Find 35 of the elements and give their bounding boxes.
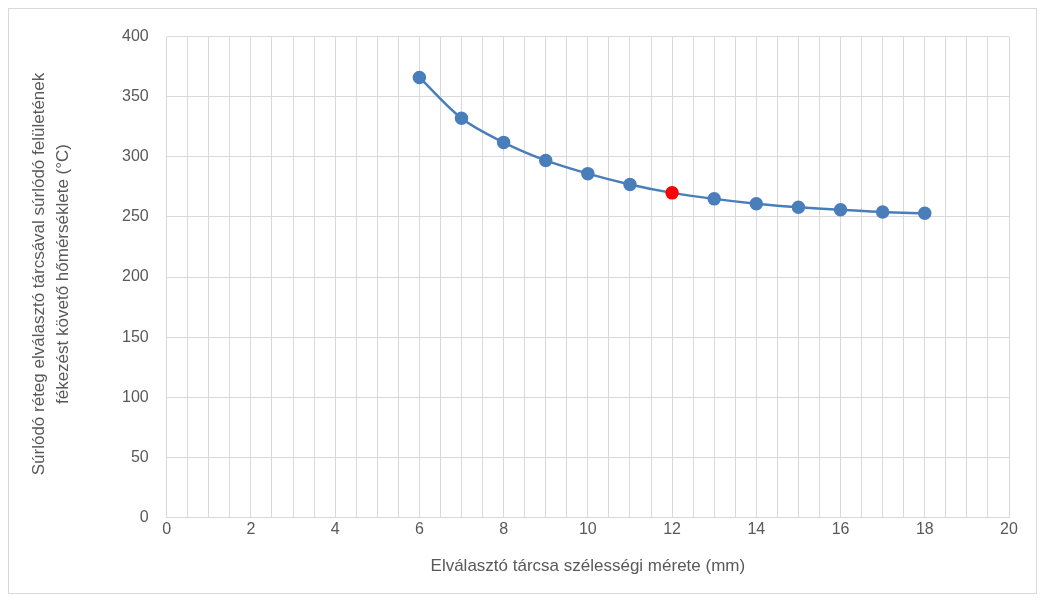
point (918, 206, 932, 221)
x-tick-label: 14 (747, 520, 766, 538)
y-tick-label: 200 (121, 267, 149, 285)
point (791, 200, 806, 215)
y-tick-label: 100 (121, 387, 149, 405)
y-tick-label: 400 (121, 27, 149, 45)
point (581, 166, 595, 181)
y-tick-label: 50 (130, 447, 149, 465)
y-tick-label: 0 (139, 507, 149, 525)
point (707, 192, 721, 206)
y-tick-label: 250 (121, 207, 149, 225)
point (749, 196, 764, 211)
point (665, 186, 679, 200)
x-tick-label: 18 (915, 520, 934, 538)
point (538, 153, 553, 168)
point (875, 205, 890, 219)
point (412, 70, 427, 85)
x-tick-label: 10 (578, 520, 597, 538)
x-tick-label: 0 (162, 520, 172, 538)
point (454, 111, 469, 126)
y-tick-label: 350 (121, 87, 149, 105)
y-tick-label: 150 (121, 327, 149, 345)
x-tick-label: 2 (246, 520, 256, 538)
x-tick-label: 4 (330, 520, 340, 538)
point (833, 202, 848, 217)
x-axis-title: Elválasztó tárcsa szélességi mérete (mm) (430, 556, 746, 576)
x-tick-label: 6 (414, 520, 424, 538)
x-tick-label: 12 (663, 520, 682, 538)
y-tick-label: 300 (121, 147, 149, 165)
y-axis-title: Súrlódó réteg elválasztó tárcsával súrlódó felületének fékezést követő hőmérséklete (°C) (28, 71, 73, 478)
x-tick-label: 16 (831, 520, 850, 538)
point (623, 177, 637, 192)
point (496, 135, 511, 150)
x-tick-label: 20 (1000, 520, 1018, 538)
x-tick-label: 8 (499, 520, 509, 538)
